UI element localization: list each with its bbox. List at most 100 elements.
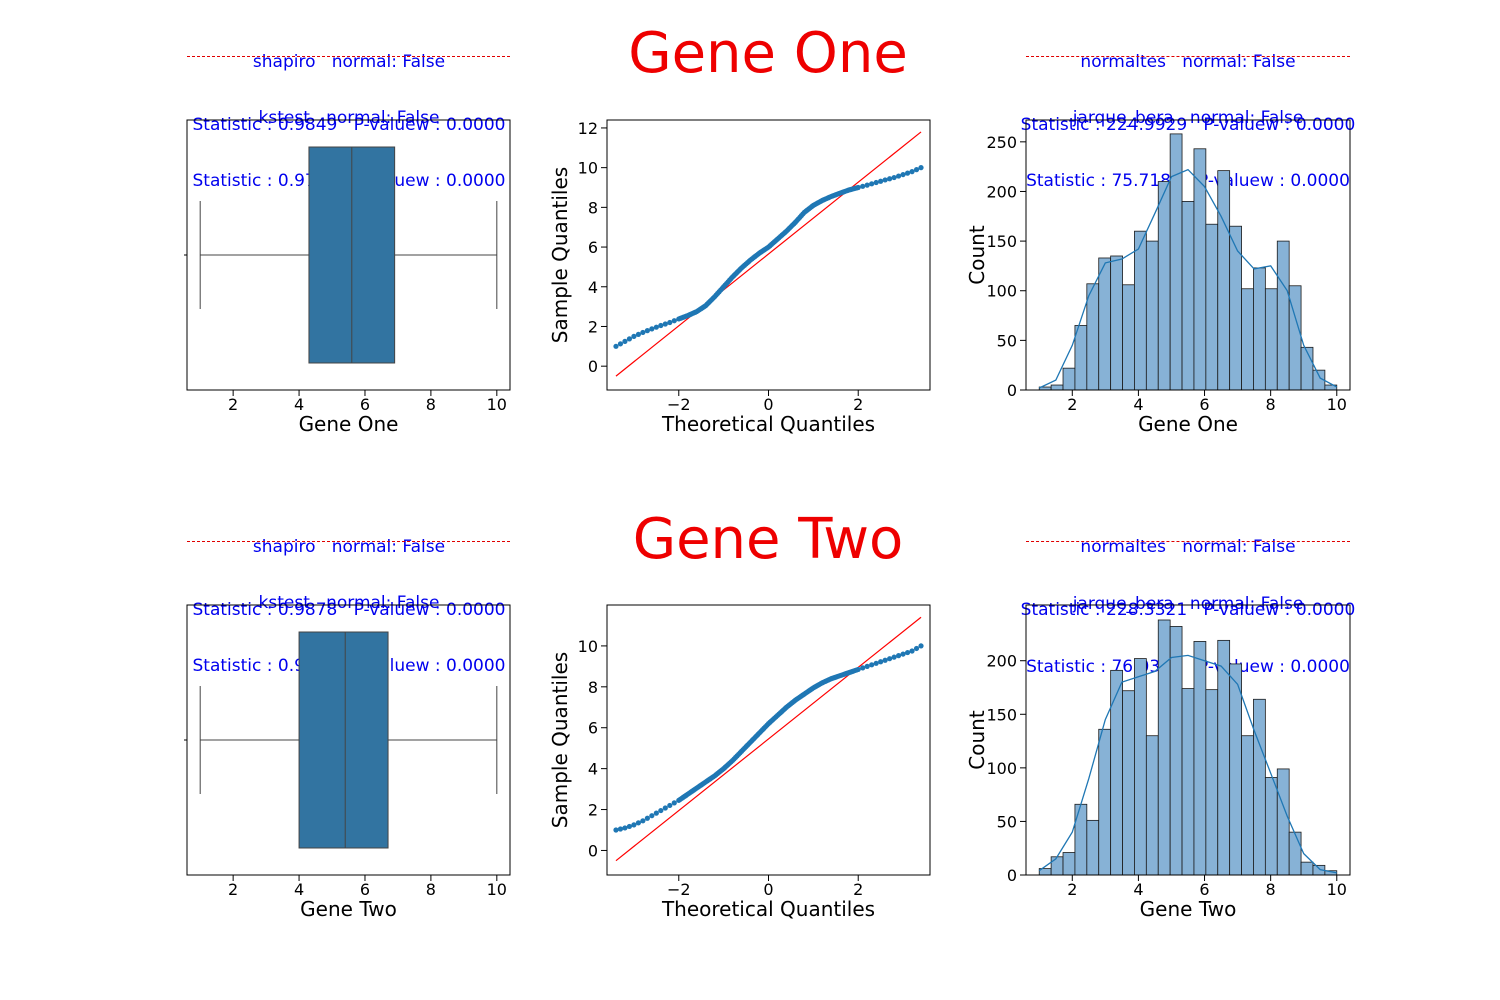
hist-bar bbox=[1074, 803, 1088, 876]
test-name: normaltes bbox=[1080, 52, 1166, 72]
x-tick-label: 8 bbox=[426, 395, 436, 414]
hist-bar bbox=[1122, 284, 1135, 391]
hist-bar bbox=[1134, 230, 1147, 391]
separator-right-row2 bbox=[1026, 541, 1350, 542]
hist-bar bbox=[1229, 663, 1242, 876]
data-point bbox=[617, 826, 624, 832]
data-point bbox=[640, 329, 646, 336]
hist-bar bbox=[1253, 267, 1266, 391]
hist-bar bbox=[1098, 257, 1112, 391]
title-gene-two: Gene Two bbox=[632, 507, 904, 572]
data-point bbox=[671, 800, 677, 806]
data-point bbox=[869, 181, 875, 187]
shapiro-header-row1: shapiro normal: False bbox=[159, 52, 539, 73]
hist-bar bbox=[1169, 626, 1183, 876]
panel-2-scatter: −2 0 2 0 2 4 6 8 10 12 Theoretical Quantiles Sample… bbox=[548, 119, 931, 436]
data-point bbox=[644, 328, 650, 334]
hist-bar bbox=[1050, 384, 1064, 391]
panel-4-box: 2 4 6 8 10 Gene Two bbox=[184, 604, 511, 921]
kde-curve bbox=[1038, 168, 1338, 389]
data-point bbox=[909, 648, 915, 654]
data-point bbox=[649, 326, 655, 332]
data-point bbox=[882, 657, 888, 663]
hist-bar bbox=[1145, 735, 1159, 876]
hist-bar bbox=[1074, 325, 1088, 391]
data-point bbox=[909, 169, 915, 175]
y-tick-label: 150 bbox=[986, 705, 1017, 724]
data-point bbox=[626, 823, 633, 830]
hist-bar bbox=[1157, 619, 1171, 876]
hist-bar bbox=[1110, 255, 1123, 391]
hist-bar bbox=[1300, 346, 1314, 391]
x-tick-label: 4 bbox=[294, 395, 304, 414]
data-point bbox=[913, 167, 920, 173]
shapiro-header-row2: shapiro normal: False bbox=[159, 537, 539, 558]
x-tick-label: 2 bbox=[853, 395, 863, 414]
data-point bbox=[864, 663, 870, 669]
hist-bar bbox=[1062, 367, 1076, 391]
x-tick-label: 2 bbox=[228, 880, 238, 899]
jarque-bera-stats-row2: jarque_bera normal: False Statistic : 76… bbox=[998, 552, 1378, 699]
separator-left-row1 bbox=[187, 56, 510, 57]
data-point bbox=[860, 665, 866, 671]
y-tick-label: 0 bbox=[588, 357, 598, 376]
test-name: jarque_bera bbox=[1072, 108, 1174, 128]
data-point bbox=[662, 321, 668, 327]
hist-bar bbox=[1157, 181, 1171, 391]
data-point bbox=[878, 178, 884, 184]
y-tick-label: 200 bbox=[986, 182, 1017, 201]
data-point bbox=[644, 815, 650, 821]
panel-5-scatter: −2 0 2 0 2 4 6 8 10 Theoretical Quantiles Sample Q… bbox=[548, 604, 931, 921]
data-point bbox=[667, 802, 673, 809]
data-point bbox=[635, 820, 642, 826]
y-tick-label: 2 bbox=[588, 801, 598, 820]
y-axis-label: Count bbox=[965, 710, 989, 770]
x-tick-label: 10 bbox=[1327, 395, 1347, 414]
separator-left-row2 bbox=[187, 541, 510, 542]
data-point bbox=[671, 318, 677, 324]
x-tick-label: 8 bbox=[1266, 395, 1276, 414]
jarque-bera-stats-row1: jarque_bera normal: False Statistic : 75… bbox=[998, 66, 1378, 213]
data-point bbox=[873, 660, 879, 666]
hist-bar bbox=[1300, 861, 1314, 876]
x-tick-label: 4 bbox=[294, 880, 304, 899]
test-name: jarque_bera bbox=[1072, 594, 1174, 614]
normal-flag: normal: False bbox=[1189, 594, 1304, 614]
x-axis-label: Theoretical Quantiles bbox=[661, 897, 875, 921]
y-axis-label: Sample Quantiles bbox=[548, 167, 572, 343]
reference-line bbox=[615, 616, 922, 862]
x-tick-label: 2 bbox=[1067, 395, 1077, 414]
test-name: shapiro bbox=[252, 537, 316, 557]
x-tick-label: 2 bbox=[228, 395, 238, 414]
jarque-bera-header-row1: jarque_bera normal: False bbox=[998, 108, 1378, 129]
title-gene-one: Gene One bbox=[628, 21, 908, 86]
axes-frame bbox=[606, 119, 931, 391]
y-tick-label: 250 bbox=[986, 133, 1017, 152]
x-tick-label: 10 bbox=[1327, 880, 1347, 899]
normal-flag: normal: False bbox=[1189, 108, 1304, 128]
data-point bbox=[635, 331, 642, 338]
test-name: kstest bbox=[258, 108, 310, 128]
data-point bbox=[640, 818, 646, 824]
box-iqr bbox=[298, 631, 389, 849]
x-axis-label: Gene One bbox=[299, 412, 399, 436]
x-tick-label: 6 bbox=[1199, 395, 1209, 414]
y-tick-label: 0 bbox=[1007, 866, 1017, 885]
x-tick-label: 0 bbox=[763, 395, 773, 414]
hist-bar bbox=[1217, 639, 1231, 876]
normal-flag: normal: False bbox=[1182, 52, 1296, 72]
data-point bbox=[900, 651, 906, 657]
data-point bbox=[895, 173, 902, 179]
data-point bbox=[918, 165, 924, 171]
data-point bbox=[869, 662, 875, 668]
data-point bbox=[653, 810, 659, 816]
x-tick-label: 6 bbox=[360, 880, 370, 899]
hist-bar bbox=[1253, 698, 1266, 876]
y-tick-label: 100 bbox=[986, 759, 1017, 778]
x-tick-label: 10 bbox=[487, 880, 507, 899]
x-tick-label: 4 bbox=[1133, 395, 1143, 414]
test-name: shapiro bbox=[252, 52, 316, 72]
x-tick-label: 6 bbox=[360, 395, 370, 414]
data-point bbox=[631, 822, 637, 828]
